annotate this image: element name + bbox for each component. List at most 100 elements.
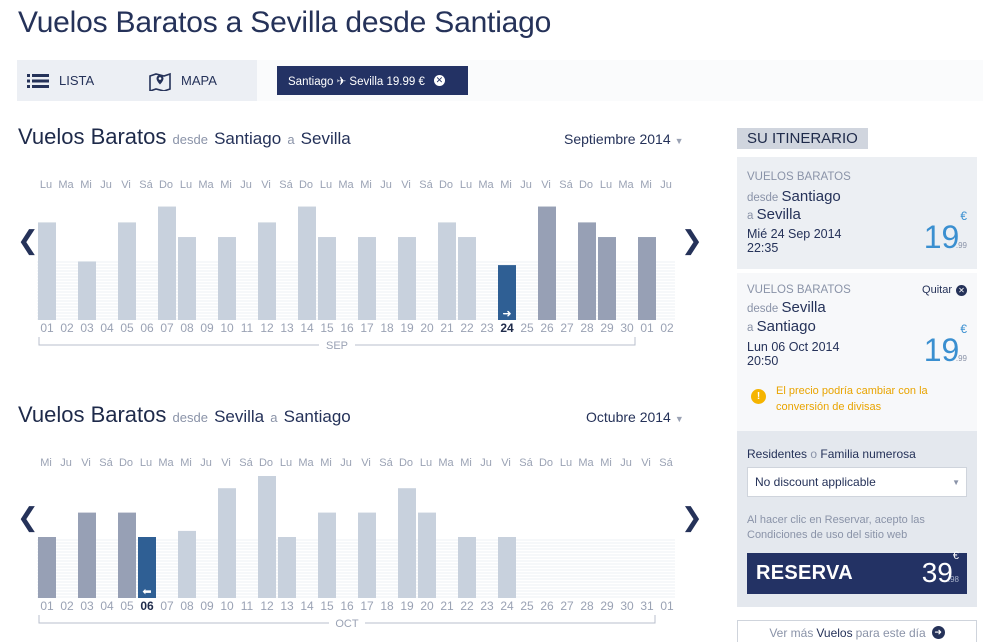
chart-bar[interactable] xyxy=(638,237,656,320)
total-price-currency: € xyxy=(952,549,959,562)
close-icon[interactable]: ✕ xyxy=(433,75,445,86)
more-prefix: Ver más xyxy=(769,625,814,640)
weekday-label: Do xyxy=(579,179,593,191)
inbound-next-arrow[interactable]: ❯ xyxy=(681,503,703,533)
day-number-label: 02 xyxy=(60,599,74,613)
chart-bar[interactable] xyxy=(218,237,236,320)
chart-bar[interactable] xyxy=(318,512,336,598)
inbound-month-value: Octubre 2014 xyxy=(586,409,671,425)
chart-bar[interactable] xyxy=(178,530,196,598)
chart-bar[interactable] xyxy=(538,206,556,320)
more-flights-link[interactable]: Ver más Vuelos para este día ➜ xyxy=(737,620,977,642)
chart-bar[interactable] xyxy=(498,537,516,598)
chart-bar[interactable] xyxy=(78,512,96,598)
day-number-label: 27 xyxy=(560,321,574,335)
chart-bar[interactable] xyxy=(218,488,236,598)
chart-bar[interactable] xyxy=(418,512,436,598)
to-word: a xyxy=(270,410,278,425)
chart-bar[interactable] xyxy=(398,488,416,598)
route-chip-label: Santiago ✈ Sevilla 19.99 € xyxy=(288,75,425,88)
arrow-right-icon: ➜ xyxy=(931,626,945,639)
total-price-value: 39 xyxy=(921,557,953,588)
day-number-label: 24 xyxy=(500,599,514,613)
day-number-label: 30 xyxy=(620,321,634,335)
reserve-button[interactable]: RESERVA 39€ .98 xyxy=(747,550,967,594)
inbound-chart-svg: Mi 01 Ju 02 Vi 03 Sá 04 Do 05 Lu ⬅06 Ma 07 Mi 08 Ju 09 Vi 1… xyxy=(37,457,675,630)
inbound-origin: Sevilla xyxy=(214,407,265,426)
chart-bar[interactable] xyxy=(318,237,336,320)
weekday-label: Vi xyxy=(81,457,91,469)
discount-select[interactable]: No discount applicable ▼ xyxy=(747,467,967,497)
day-number-label: 19 xyxy=(400,321,414,335)
from-word: desde xyxy=(172,410,208,425)
day-number-label: 15 xyxy=(320,599,334,613)
route-filter-chip[interactable]: Santiago ✈ Sevilla 19.99 € ✕ xyxy=(277,66,468,95)
chart-bar[interactable] xyxy=(258,222,276,320)
day-number-label: 30 xyxy=(620,599,634,613)
day-number-label: 17 xyxy=(360,321,374,335)
chart-bar[interactable] xyxy=(458,537,476,598)
chart-bar[interactable] xyxy=(118,512,136,598)
total-price-cents: .98 xyxy=(947,575,959,584)
discount-label: Residentes o Familia numerosa xyxy=(747,447,916,461)
leg-destination-line: a Sevilla xyxy=(747,206,801,223)
chart-bar[interactable] xyxy=(458,237,476,320)
chart-bar[interactable] xyxy=(298,206,316,320)
outbound-next-arrow[interactable]: ❯ xyxy=(681,226,703,256)
tab-list-label: LISTA xyxy=(59,73,95,88)
day-number-label: 01 xyxy=(40,599,54,613)
total-price: 39€ .98 xyxy=(921,550,959,589)
info-icon: ! xyxy=(751,389,766,404)
chart-bar[interactable] xyxy=(138,537,156,598)
day-number-label: 20 xyxy=(420,321,434,335)
tab-list[interactable]: LISTA xyxy=(27,60,94,101)
weekday-label: Ju xyxy=(380,179,392,191)
weekday-label: Mi xyxy=(360,179,372,191)
leg-origin: Sevilla xyxy=(781,299,826,316)
outbound-month-select[interactable]: Septiembre 2014 ▼ xyxy=(564,131,684,147)
day-number-label: 16 xyxy=(340,599,354,613)
itinerary-leg-return[interactable]: VUELOS BARATOS Quitar ✕ desde Sevilla a S… xyxy=(737,273,977,431)
day-number-label: 02 xyxy=(60,321,74,335)
chart-bar[interactable] xyxy=(38,222,56,320)
weekday-label: Ju xyxy=(340,457,352,469)
chart-bar[interactable] xyxy=(398,237,416,320)
outbound-chart-svg: Lu 01 Ma 02 Mi 03 Ju 04 Vi 05 Sá 06 Do 07 Lu 08 Ma 09 Mi 10… xyxy=(37,179,675,352)
chart-bar[interactable] xyxy=(78,261,96,320)
outbound-prev-arrow[interactable]: ❮ xyxy=(17,226,39,256)
chart-bar[interactable] xyxy=(278,537,296,598)
weekday-label: Ma xyxy=(578,457,594,469)
chart-bar[interactable] xyxy=(438,222,456,320)
inbound-month-select[interactable]: Octubre 2014 ▼ xyxy=(586,409,684,425)
chart-bar[interactable] xyxy=(38,537,56,598)
leg-price-cents: .99 xyxy=(955,354,967,363)
inbound-prev-arrow[interactable]: ❮ xyxy=(17,503,39,533)
chart-bar[interactable] xyxy=(498,265,516,320)
chart-bar[interactable] xyxy=(158,206,176,320)
weekday-label: Do xyxy=(299,179,313,191)
day-number-label: 26 xyxy=(540,321,554,335)
leg-date: Mié 24 Sep 2014 xyxy=(747,227,842,241)
weekday-label: Ma xyxy=(618,179,634,191)
itinerary-leg-outbound[interactable]: VUELOS BARATOS desde Santiago a Sevilla … xyxy=(737,157,977,269)
chart-bar[interactable] xyxy=(598,237,616,320)
weekday-label: Ma xyxy=(338,179,354,191)
day-number-label: 10 xyxy=(220,599,234,613)
chart-bar[interactable] xyxy=(358,237,376,320)
itinerary-title: SU ITINERARIO xyxy=(737,128,868,149)
chart-bar[interactable] xyxy=(118,222,136,320)
leg-time: 20:50 xyxy=(747,354,779,368)
from-word: desde xyxy=(172,132,208,147)
weekday-label: Ma xyxy=(298,457,314,469)
day-number-label: 05 xyxy=(120,321,134,335)
remove-leg-button[interactable]: Quitar ✕ xyxy=(922,284,967,296)
chart-bar[interactable] xyxy=(258,476,276,598)
day-number-label: 23 xyxy=(480,321,494,335)
chart-bar[interactable] xyxy=(578,222,596,320)
chart-bar[interactable] xyxy=(178,237,196,320)
leg-price-value: 19 xyxy=(923,332,960,368)
leg-origin-line: desde Santiago xyxy=(747,188,841,205)
tab-map[interactable]: MAPA xyxy=(149,60,217,101)
weekday-label: Do xyxy=(439,179,453,191)
chart-bar[interactable] xyxy=(358,512,376,598)
